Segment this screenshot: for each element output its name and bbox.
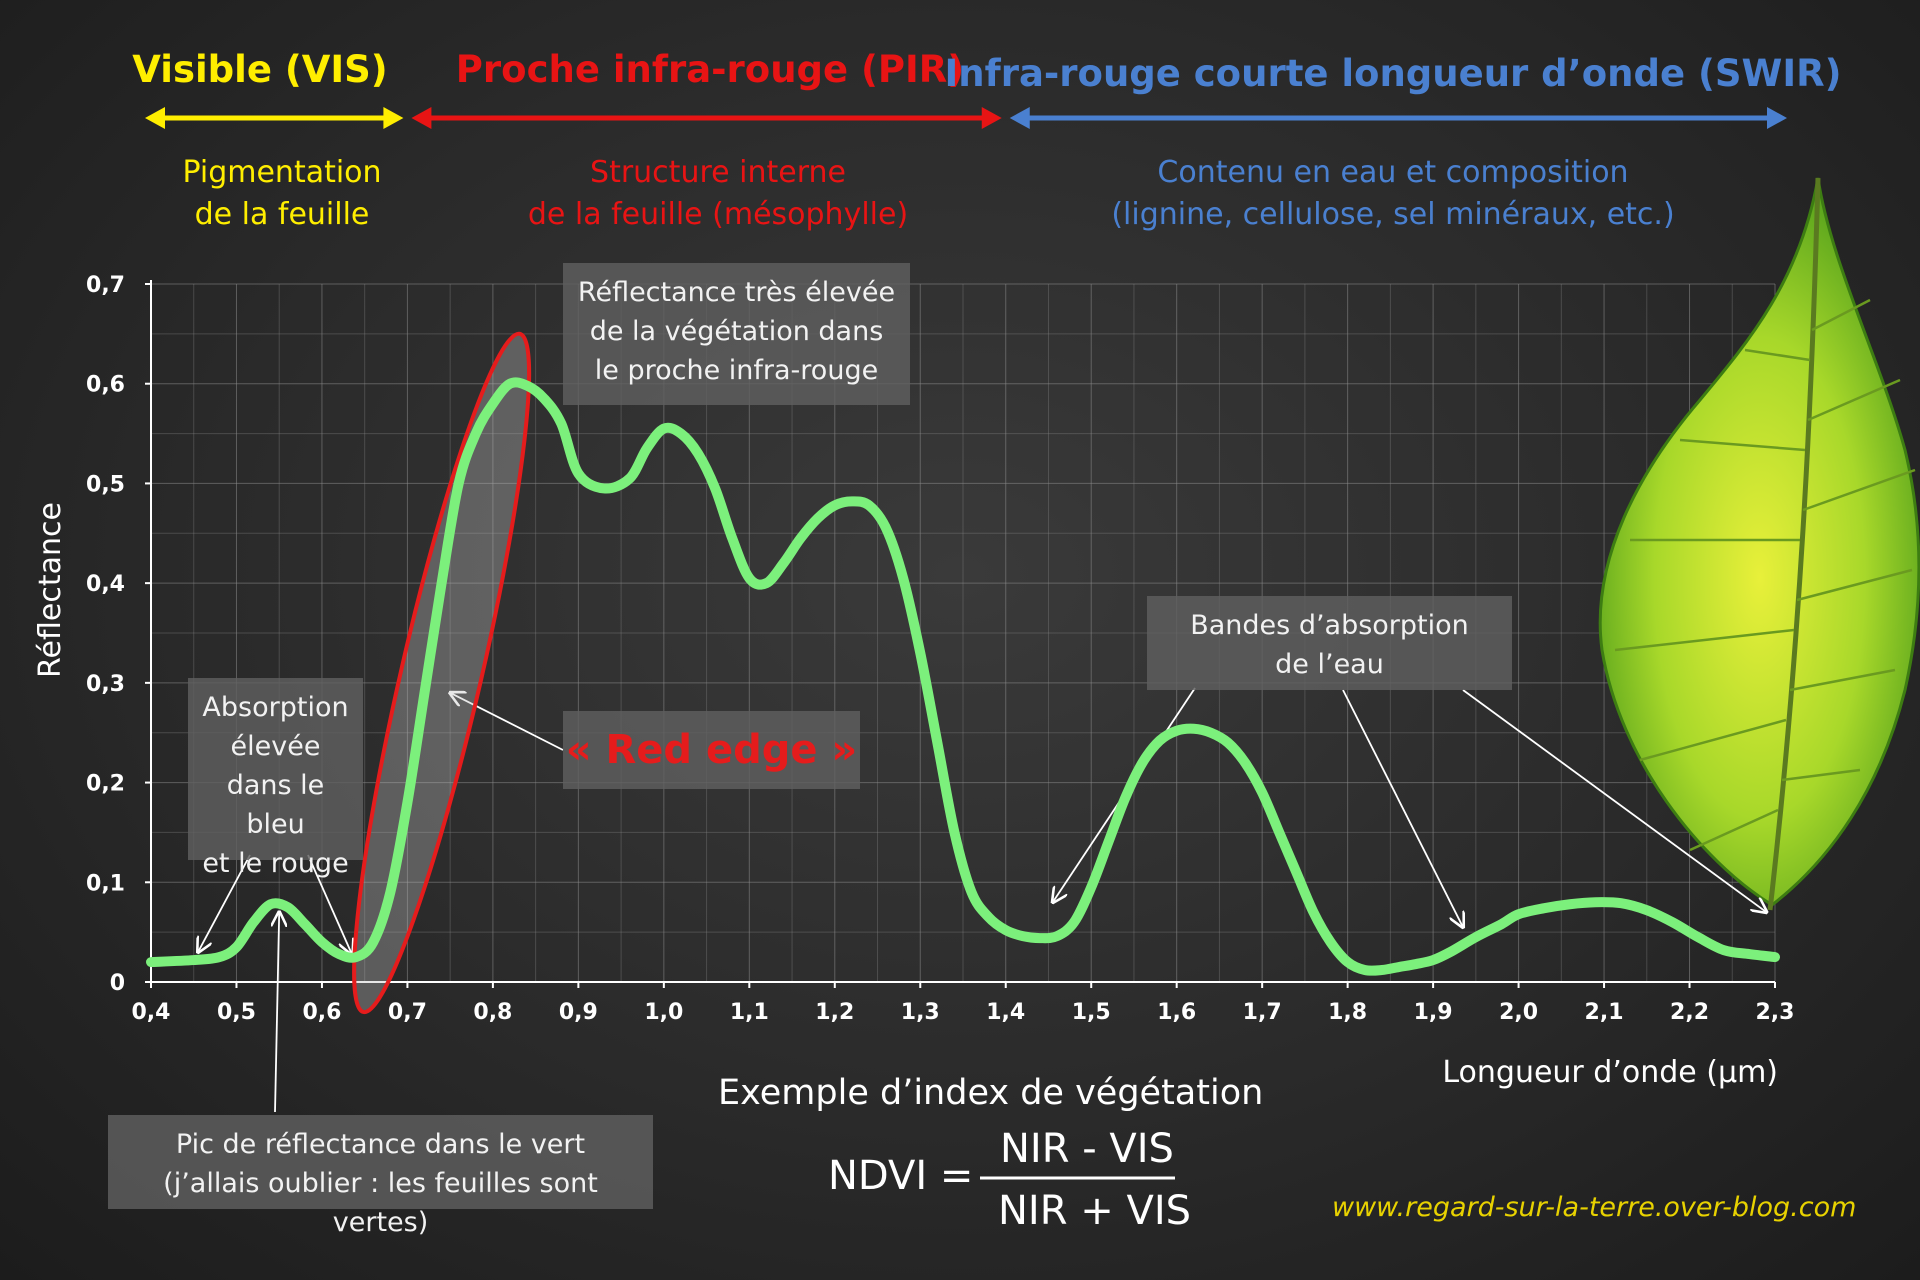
x-tick-labels: 0,4 0,5 0,6 0,7 0,8 0,9 1,0 1,1 1,2 1,3 1,4 1,5 1,6 1… xyxy=(132,982,1795,1025)
annotation-arrow xyxy=(450,693,564,751)
band-arrow-head-right xyxy=(981,107,1002,129)
y-tick-label: 0,3 xyxy=(86,672,125,697)
x-tick-label: 2,0 xyxy=(1499,1000,1538,1025)
band-title-visible: Visible (VIS) xyxy=(132,48,388,91)
annotation-arrow xyxy=(1462,689,1766,912)
band-arrow-head-left xyxy=(411,107,432,129)
band-arrows xyxy=(145,107,1787,129)
x-tick-label: 0,6 xyxy=(302,1000,341,1025)
x-tick-label: 1,1 xyxy=(730,1000,769,1025)
note-line: dans le bleu xyxy=(226,770,325,840)
reflectance-curve xyxy=(146,377,1780,976)
x-tick-label: 0,7 xyxy=(388,1000,427,1025)
annotation-arrow xyxy=(198,854,251,952)
note-line: Absorption xyxy=(202,692,349,723)
band-arrow-head-left xyxy=(1009,107,1030,129)
x-tick-label: 1,0 xyxy=(644,1000,683,1025)
note-water-bands: Bandes d’absorption de l’eau xyxy=(1147,596,1512,690)
y-tick-label: 0,7 xyxy=(86,273,125,298)
note-absorption: Absorption élevée dans le bleu et le rou… xyxy=(188,678,363,879)
note-line: Pic de réflectance dans le vert xyxy=(175,1129,586,1160)
band-arrow xyxy=(411,107,1002,129)
band-desc-line: de la feuille xyxy=(194,197,370,232)
x-tick-label: 1,7 xyxy=(1243,1000,1282,1025)
x-tick-label: 1,9 xyxy=(1414,1000,1453,1025)
band-desc-swir: Contenu en eau et composition (lignine, … xyxy=(1111,152,1674,236)
band-desc-line: Pigmentation xyxy=(182,155,382,190)
note-line: le proche infra-rouge xyxy=(594,355,879,386)
x-tick-label: 0,5 xyxy=(217,1000,256,1025)
annotation-arrow xyxy=(1342,689,1463,927)
note-line: Bandes d’absorption xyxy=(1190,610,1469,641)
ndvi-numerator: NIR - VIS xyxy=(1000,1126,1174,1172)
band-arrow xyxy=(145,107,404,129)
x-tick-label: 2,3 xyxy=(1756,1000,1795,1025)
x-tick-label: 1,3 xyxy=(901,1000,940,1025)
note-line: élevée xyxy=(230,731,321,762)
band-desc-line: Contenu en eau et composition xyxy=(1157,155,1629,190)
band-desc-visible: Pigmentation de la feuille xyxy=(182,152,381,236)
x-tick-label: 1,4 xyxy=(986,1000,1025,1025)
note-green-peak: Pic de réflectance dans le vert (j’allai… xyxy=(108,1115,653,1238)
x-tick-label: 0,8 xyxy=(473,1000,512,1025)
x-axis-label: Longueur d’onde (µm) xyxy=(1442,1055,1778,1090)
x-tick-label: 2,1 xyxy=(1585,1000,1624,1025)
ndvi-label: NDVI = xyxy=(828,1153,974,1199)
red-edge-outline xyxy=(352,331,532,1015)
band-desc-line: (lignine, cellulose, sel minéraux, etc.) xyxy=(1111,197,1675,232)
x-tick-label: 2,2 xyxy=(1670,1000,1709,1025)
ndvi-denominator: NIR + VIS xyxy=(998,1188,1192,1234)
note-line: de l’eau xyxy=(1275,649,1384,680)
y-tick-label: 0,1 xyxy=(86,871,125,896)
annotation-arrow xyxy=(275,912,279,1113)
y-tick-labels: 0 0,1 0,2 0,3 0,4 0,5 0,6 0,7 xyxy=(86,273,151,996)
note-line: Réflectance très élevée xyxy=(577,277,896,308)
x-tick-label: 1,6 xyxy=(1157,1000,1196,1025)
x-tick-label: 0,9 xyxy=(559,1000,598,1025)
band-arrow-head-right xyxy=(383,107,404,129)
note-line: de la végétation dans xyxy=(589,316,884,347)
note-line: (j’allais oublier : les feuilles sont ve… xyxy=(163,1168,598,1238)
y-tick-label: 0,6 xyxy=(86,373,125,398)
axes xyxy=(150,280,1775,983)
ndvi-title: Exemple d’index de végétation xyxy=(718,1073,1264,1113)
band-arrow-head-left xyxy=(145,107,165,129)
website-url: www.regard-sur-la-terre.over-blog.com xyxy=(1332,1192,1857,1223)
band-arrow-head-right xyxy=(1767,107,1787,129)
y-tick-label: 0,5 xyxy=(86,472,125,497)
y-tick-label: 0 xyxy=(110,971,125,996)
band-desc-line: Structure interne xyxy=(590,155,846,190)
annotation-arrow xyxy=(307,854,352,954)
leaf-image xyxy=(1598,177,1920,911)
band-desc-line: de la feuille (mésophylle) xyxy=(527,197,909,232)
band-arrow xyxy=(1009,107,1787,129)
note-line: et le rouge xyxy=(202,848,349,879)
x-tick-label: 1,5 xyxy=(1072,1000,1111,1025)
band-desc-pir: Structure interne de la feuille (mésophy… xyxy=(528,152,908,236)
y-axis-label: Réflectance xyxy=(33,502,68,678)
note-high-reflectance: Réflectance très élevée de la végétation… xyxy=(563,263,910,405)
x-tick-label: 1,8 xyxy=(1328,1000,1367,1025)
red-edge-ellipse xyxy=(352,331,532,1015)
y-tick-label: 0,4 xyxy=(86,572,125,597)
band-title-pir: Proche infra-rouge (PIR) xyxy=(455,48,965,91)
band-title-swir: Infra-rouge courte longueur d’onde (SWIR… xyxy=(944,52,1842,95)
x-tick-label: 0,4 xyxy=(132,1000,171,1025)
x-tick-label: 1,2 xyxy=(815,1000,854,1025)
red-edge-label: « Red edge » xyxy=(563,711,860,789)
y-tick-label: 0,2 xyxy=(86,772,125,797)
